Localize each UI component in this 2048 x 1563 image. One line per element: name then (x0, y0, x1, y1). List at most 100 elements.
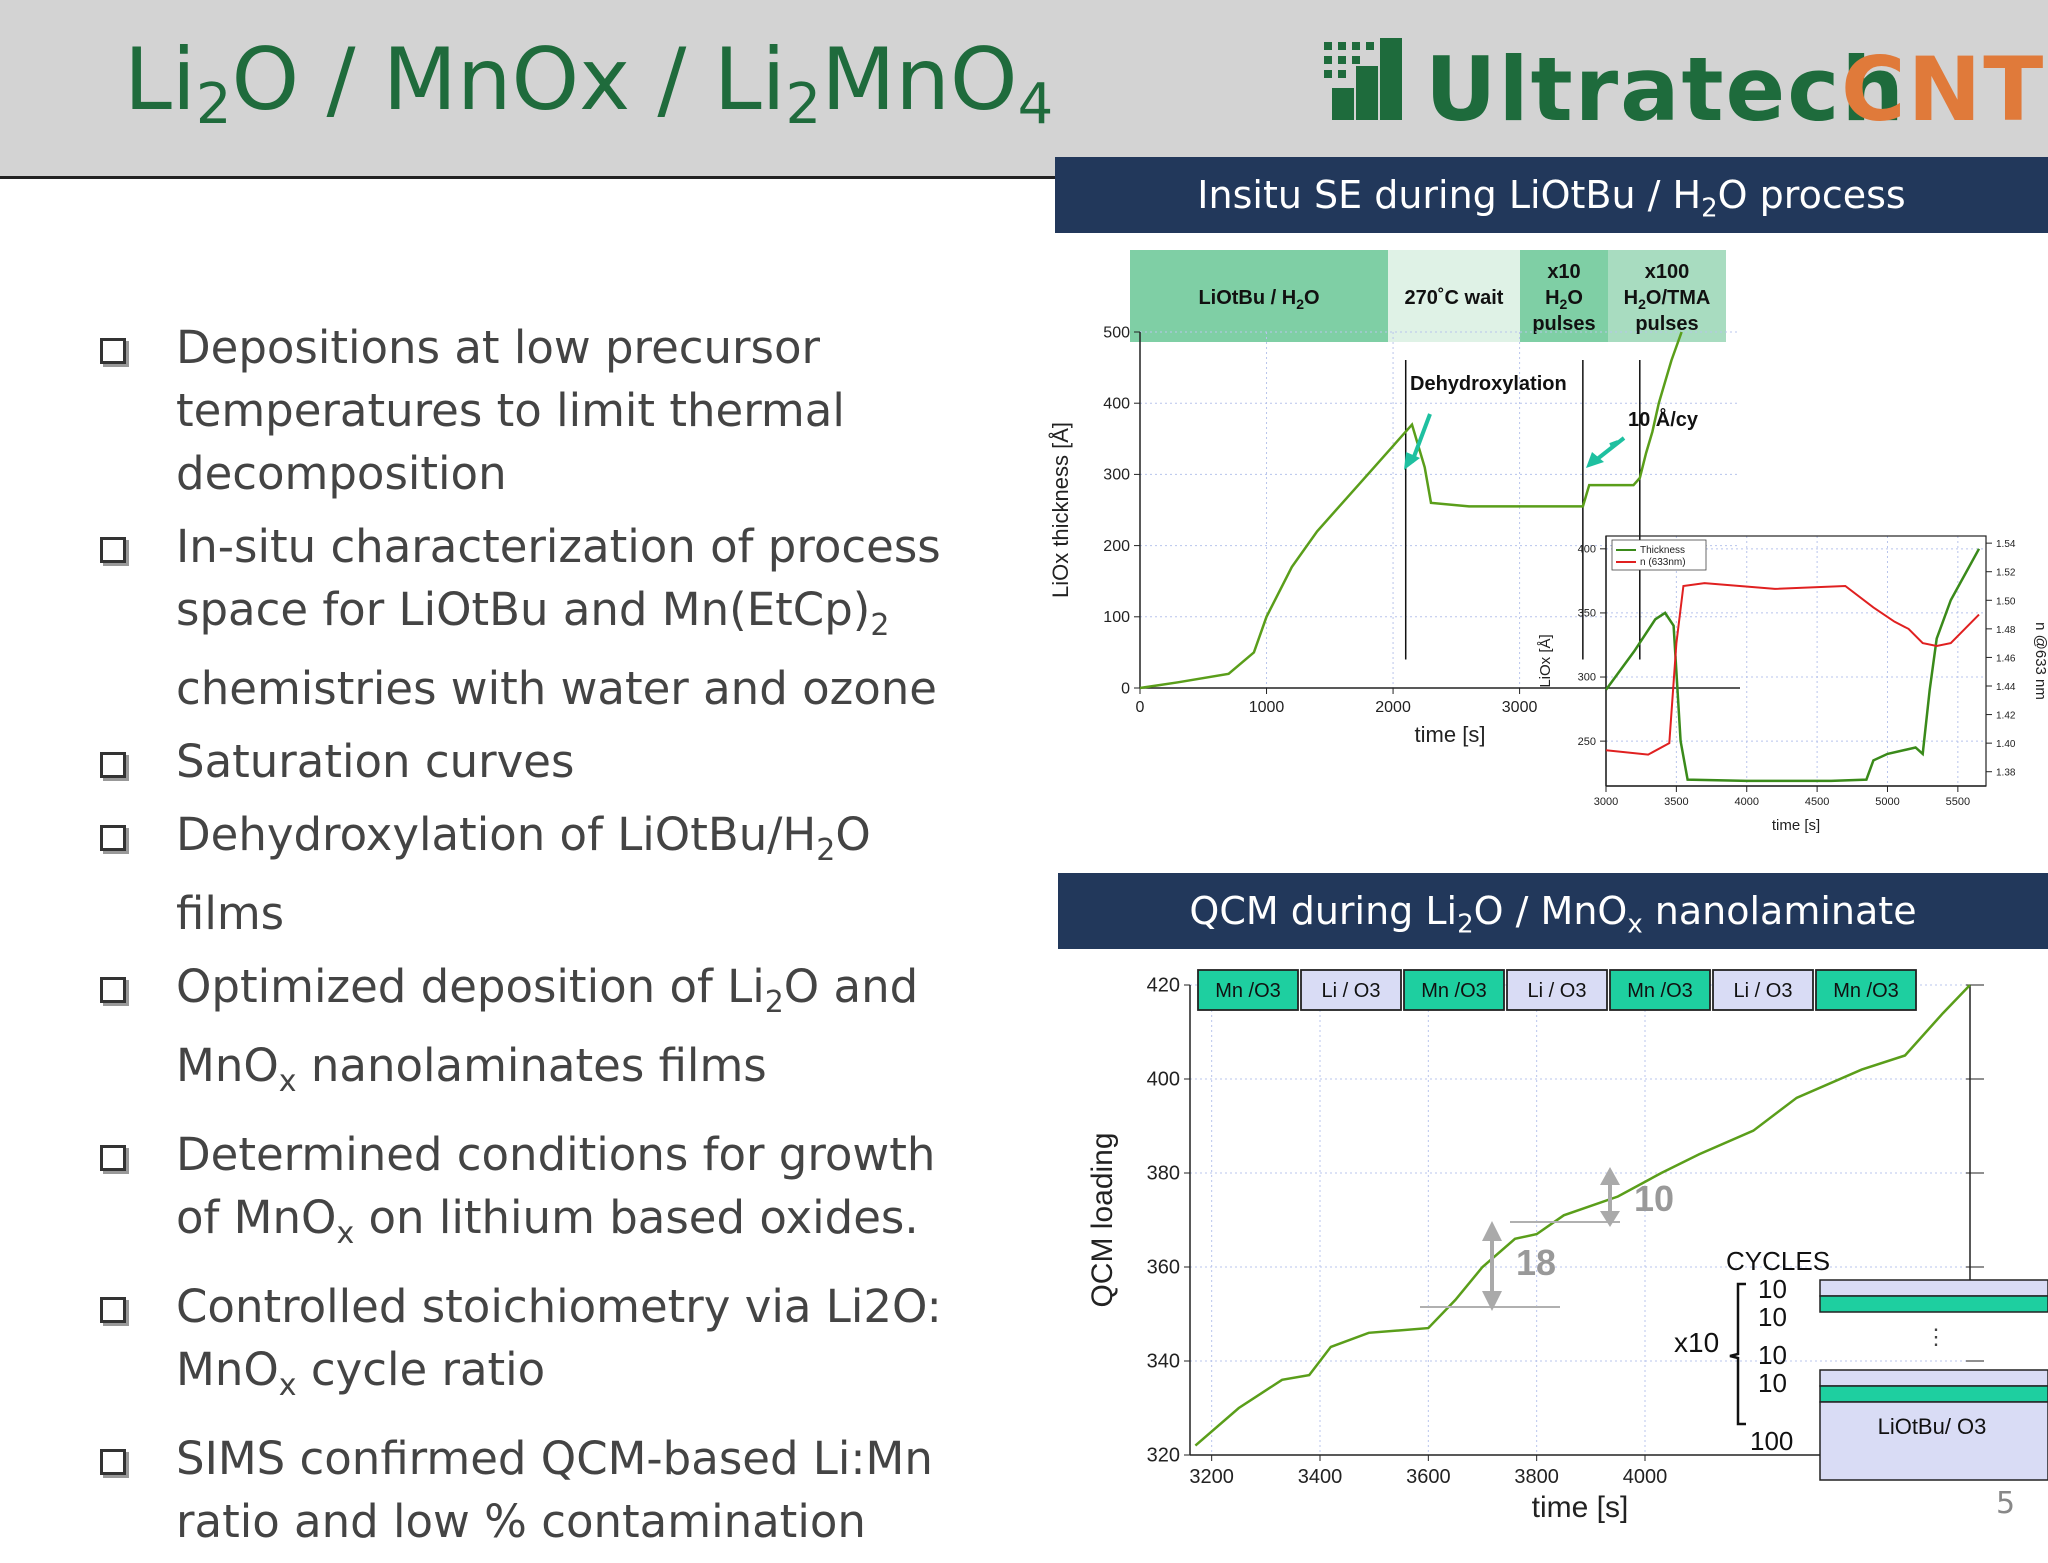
phase-bar (1388, 250, 1520, 342)
y-tick-label: 400 (1147, 1069, 1180, 1091)
x-tick-label: 3800 (1514, 1466, 1559, 1488)
bullet-item: Determined conditions for growth of MnOx… (96, 1123, 976, 1265)
y-tick-label: 0 (1121, 680, 1130, 697)
arrowhead-icon (1482, 1291, 1502, 1311)
annotation-dehydroxylation: Dehydroxylation (1410, 373, 1567, 395)
company-logo: Ultratech CNT (1320, 38, 2043, 141)
phase-label: x100 H2O/TMA pulses (1624, 261, 1711, 335)
cycles-label: CYCLES (1726, 1246, 1830, 1276)
phase-box (1300, 969, 1402, 1011)
phase-box-label: Li / O3 (1528, 980, 1587, 1002)
series-line (1605, 582, 1980, 756)
phase-box (1197, 969, 1299, 1011)
checkbox-bullet-icon (100, 825, 126, 851)
phase-box (1506, 969, 1608, 1011)
header-bar (0, 0, 2048, 176)
multiplier-label: x10 (1674, 1327, 1719, 1358)
y2-tick-label: 1.52 (1996, 568, 2016, 579)
y2-tick-label: 1.38 (1996, 768, 2016, 779)
se-panel-banner: Insitu SE during LiOtBu / H2O process (1055, 157, 2048, 233)
y-tick-label: 400 (1578, 543, 1596, 555)
phase-box-label: Mn /O3 (1627, 980, 1693, 1002)
x-tick-label: 5000 (1875, 796, 1899, 808)
y2-tick-label: 1.44 (1996, 682, 2016, 693)
series-line (1194, 984, 1971, 1447)
y-axis-label: QCM loading (1086, 1132, 1119, 1307)
phase-box-label: Mn /O3 (1421, 980, 1487, 1002)
phase-bars: LiOtBu / H2O 270˚C wait x10 H2O pulses x10… (1130, 250, 1726, 342)
logo-word-ultratech: Ultratech (1425, 38, 1907, 141)
y2-tick-label: 1.48 (1996, 625, 2016, 636)
cycle-bracket (1729, 1282, 1746, 1426)
phase-box-label: Li / O3 (1734, 980, 1793, 1002)
logo-mark-icon (1324, 38, 1402, 120)
phase-box (1815, 969, 1917, 1011)
phase-box-label: Li / O3 (1322, 980, 1381, 1002)
y2-tick-label: 1.40 (1996, 739, 2016, 750)
series-line (1139, 331, 1683, 690)
x-axis-label: time [s] (1415, 722, 1486, 747)
qcm-chart: 3200 3400 3600 3800 4000 320 340 360 380 400 420 ti… (1086, 969, 1984, 1524)
base-count: 100 (1750, 1426, 1793, 1456)
cycle-count: 10 (1758, 1368, 1787, 1398)
mn-layer (1819, 1295, 2048, 1313)
se-thickness-chart: LiOtBu / H2O 270˚C wait x10 H2O pulses x10… (1048, 250, 1740, 747)
y-tick-label: 320 (1147, 1445, 1180, 1467)
plot-area: 0 1000 2000 3000 0 100 200 300 400 500 time [s] LiO… (1048, 324, 1740, 747)
ellipsis-icon: ⋮ (1925, 1324, 1947, 1349)
x-tick-label: 3200 (1189, 1466, 1234, 1488)
y-tick-label: 100 (1103, 609, 1130, 626)
phase-bar (1520, 250, 1608, 342)
arrowhead-icon (1600, 1211, 1620, 1227)
phase-label: 270˚C wait (1405, 286, 1504, 309)
x-tick-label: 3000 (1594, 796, 1618, 808)
cycle-count: 10 (1758, 1274, 1787, 1304)
bullet-item: Controlled stoichiometry via Li2O: MnOx … (96, 1275, 976, 1417)
step-annotation-10: 10 (1634, 1178, 1674, 1219)
x-tick-label: 0 (1136, 699, 1145, 716)
checkbox-bullet-icon (100, 537, 126, 563)
annotation-growth-rate: 10 Å/cy (1628, 407, 1699, 431)
x-tick-label: 5500 (1946, 796, 1970, 808)
y-tick-label: 380 (1147, 1163, 1180, 1185)
bullet-item: Dehydroxylation of LiOtBu/H2O films (96, 803, 976, 945)
y-tick-label: 500 (1103, 324, 1130, 341)
bullet-item: Saturation curves (96, 730, 976, 793)
y-tick-label: 200 (1103, 538, 1130, 555)
checkbox-bullet-icon (100, 1297, 126, 1323)
checkbox-bullet-icon (100, 338, 126, 364)
y-tick-label: 420 (1147, 975, 1180, 997)
y-tick-label: 340 (1147, 1351, 1180, 1373)
x-tick-label: 4000 (1623, 1466, 1668, 1488)
y-tick-label: 300 (1103, 467, 1130, 484)
cycle-count: 10 (1758, 1340, 1787, 1370)
x-tick-label: 3000 (1502, 699, 1538, 716)
y-axis-label: LiOx thickness [Å] (1048, 422, 1073, 598)
phase-box-label: Mn /O3 (1833, 980, 1899, 1002)
x-tick-label: 4000 (1734, 796, 1758, 808)
phase-bar (1130, 250, 1388, 342)
checkbox-bullet-icon (100, 1145, 126, 1171)
base-layer-label: LiOtBu/ O3 (1878, 1414, 1987, 1439)
checkbox-bullet-icon (100, 752, 126, 778)
step-annotation-18: 18 (1516, 1242, 1556, 1283)
header-divider (0, 176, 1060, 179)
phase-box (1712, 969, 1814, 1011)
x-tick-label: 2000 (1375, 699, 1411, 716)
x-tick-label: 3500 (1664, 796, 1688, 808)
y2-axis-label: n @633 nm (2032, 622, 2048, 700)
cycle-count: 10 (1758, 1302, 1787, 1332)
legend-box (1611, 539, 1707, 571)
y2-tick-label: 1.46 (1996, 653, 2016, 664)
y-tick-label: 400 (1103, 396, 1130, 413)
legend-label: Thickness (1640, 545, 1685, 556)
arrow-icon (1594, 436, 1626, 462)
li-layer (1819, 1279, 2048, 1297)
mn-layer (1819, 1385, 2048, 1403)
arrowhead-icon (1586, 452, 1604, 468)
phase-box (1403, 969, 1505, 1011)
qcm-phase-labels: Mn /O3 Li / O3 Mn /O3 Li / O3 Mn /O3 Li / O3 M… (1197, 969, 1917, 1011)
slide-title: Li2O / MnOx / Li2MnO4 (124, 30, 1054, 137)
legend-label: n (633nm) (1640, 557, 1686, 568)
logo-word-cnt: CNT (1841, 38, 2046, 141)
